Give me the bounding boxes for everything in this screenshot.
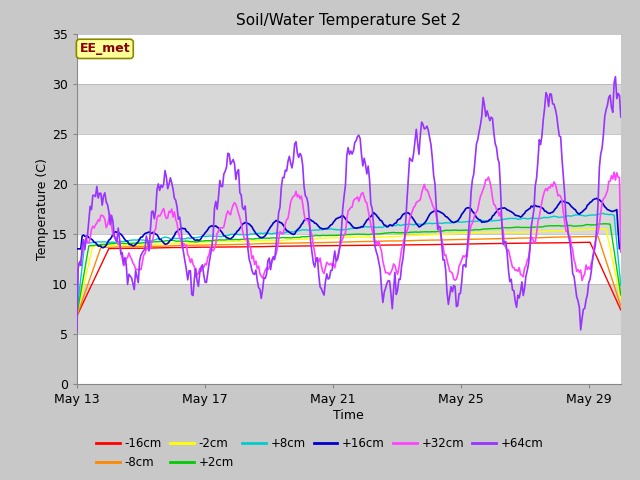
X-axis label: Time: Time [333, 409, 364, 422]
Bar [77, 134, 621, 184]
Title: Soil/Water Temperature Set 2: Soil/Water Temperature Set 2 [236, 13, 461, 28]
Y-axis label: Temperature (C): Temperature (C) [36, 158, 49, 260]
Bar [77, 234, 621, 284]
Bar [77, 284, 621, 334]
Bar [77, 34, 621, 84]
Bar [77, 334, 621, 384]
Bar [77, 84, 621, 134]
Legend: -16cm, -8cm, -2cm, +2cm, +8cm, +16cm, +32cm, +64cm: -16cm, -8cm, -2cm, +2cm, +8cm, +16cm, +3… [92, 433, 548, 474]
Bar [77, 184, 621, 234]
Text: EE_met: EE_met [79, 42, 130, 55]
